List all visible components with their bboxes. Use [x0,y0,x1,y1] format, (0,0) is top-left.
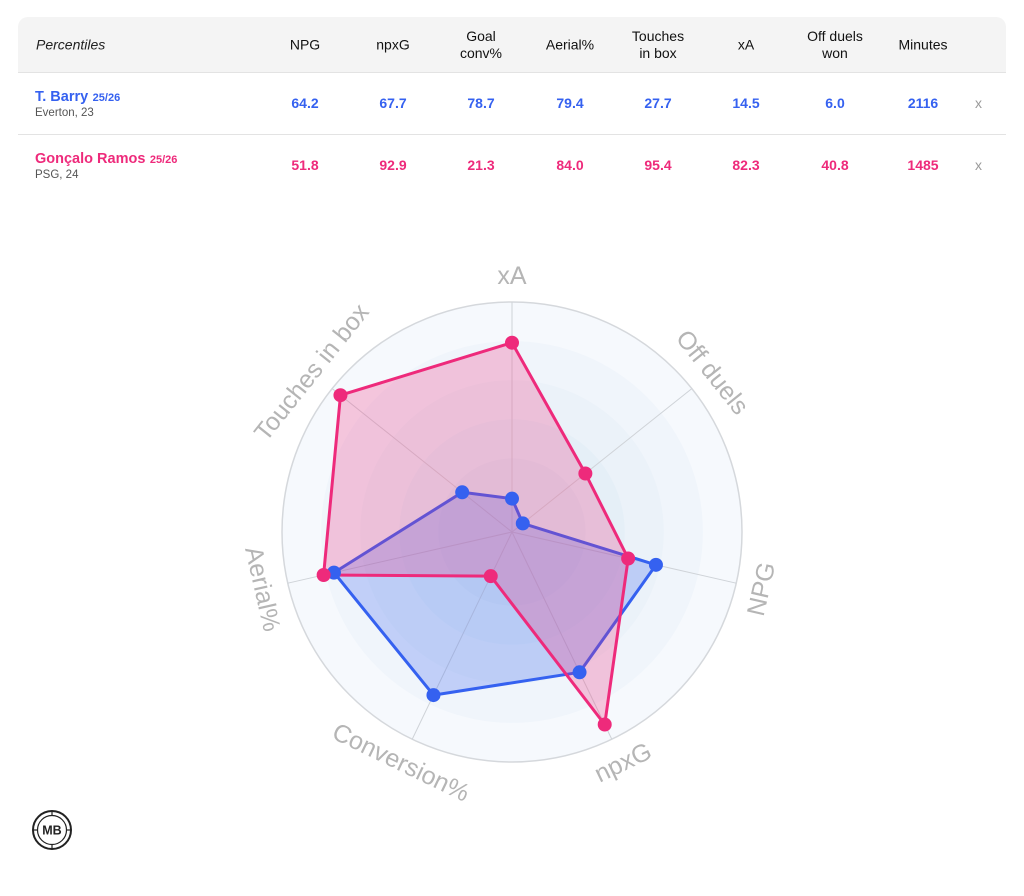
remove-player-button[interactable]: x [975,95,982,111]
data-point-ramos [621,551,636,566]
player-name[interactable]: T. Barry [35,89,89,105]
data-point-barry [426,688,441,703]
value-npg: 51.8 [291,157,319,173]
header-off-duels-won[interactable]: Off duels won [807,27,863,61]
axis-label: NPG [742,559,781,618]
radar-ring [282,302,742,762]
data-point-ramos [316,567,331,582]
data-point-ramos [505,335,519,350]
player-meta: PSG, 24 [35,169,79,181]
value-aerial: 79.4 [556,95,584,111]
data-point-barry [455,485,470,500]
axis-label: npxG [590,737,656,788]
header-aerial[interactable]: Aerial% [545,36,595,52]
radar-spoke [511,531,613,740]
series-area-ramos [322,341,630,726]
radar-ring [360,380,664,684]
data-point-barry [505,491,519,506]
radar-ring [399,419,625,645]
value-touches-in-box: 95.4 [644,157,672,173]
radar-ring [438,458,586,606]
percentiles-table: Percentiles NPG npxG Goal conv% Aerial% … [18,17,1006,196]
data-point-ramos [483,569,498,584]
header-goal-conv[interactable]: Goal conv% [459,27,503,61]
header-percentiles: Percentiles [36,36,106,52]
series-area-barry [332,490,658,697]
value-touches-in-box: 27.7 [644,95,672,111]
player-name[interactable]: Gonçalo Ramos [35,151,146,167]
axis-label: xA [497,262,527,290]
remove-player-button[interactable]: x [975,157,982,173]
header-minutes[interactable]: Minutes [898,36,948,52]
data-point-barry [326,565,341,580]
radar-spoke [511,531,737,584]
player-info: Gonçalo Ramos 25/26 PSG, 24 [35,150,177,181]
radar-spoke [411,531,513,740]
value-off-duels-won: 6.0 [825,95,845,111]
value-off-duels-won: 40.8 [821,157,849,173]
header-touches-in-box[interactable]: Touches in box [631,27,685,61]
player-info: T. Barry 25/26 Everton, 23 [35,88,120,119]
player-season: 25/26 [149,154,178,166]
value-xa: 82.3 [732,157,760,173]
axis-label: Conversion% [328,718,474,808]
value-minutes: 1485 [907,157,939,173]
value-npxg: 67.7 [379,95,407,111]
value-aerial: 84.0 [556,157,584,173]
axis-label: Touches in box [249,298,375,446]
radar-outer-ring [281,301,743,763]
radar-spoke [287,531,513,584]
value-xa: 14.5 [732,95,760,111]
value-goal-conv: 78.7 [467,95,495,111]
axis-label: Off duels [670,325,754,420]
mb-logo: MB [32,810,72,850]
data-point-ramos [578,466,593,481]
axis-label: Aerial% [239,544,285,634]
player-season: 25/26 [92,92,121,104]
header-npg[interactable]: NPG [289,36,321,52]
table-row-ramos: Gonçalo Ramos 25/26 PSG, 24 51.8 92.9 21… [18,135,1006,196]
player-meta: Everton, 23 [35,107,94,119]
value-npg: 64.2 [291,95,319,111]
data-point-ramos [333,388,348,403]
data-point-barry [515,516,530,531]
header-xa[interactable]: xA [737,36,755,52]
table-row-barry: T. Barry 25/26 Everton, 23 64.2 67.7 78.… [18,73,1006,135]
data-point-barry [572,665,587,680]
radar-spoke [511,388,693,533]
data-point-barry [648,557,663,572]
value-minutes: 2116 [907,95,939,111]
value-goal-conv: 21.3 [467,157,495,173]
value-npxg: 92.9 [379,157,407,173]
radar-ring [321,341,703,723]
header-npxg[interactable]: npxG [376,36,410,52]
data-point-ramos [597,717,612,732]
radar-spoke [331,388,513,533]
table-header: Percentiles NPG npxG Goal conv% Aerial% … [18,17,1006,73]
logo-text: MB [42,824,61,838]
